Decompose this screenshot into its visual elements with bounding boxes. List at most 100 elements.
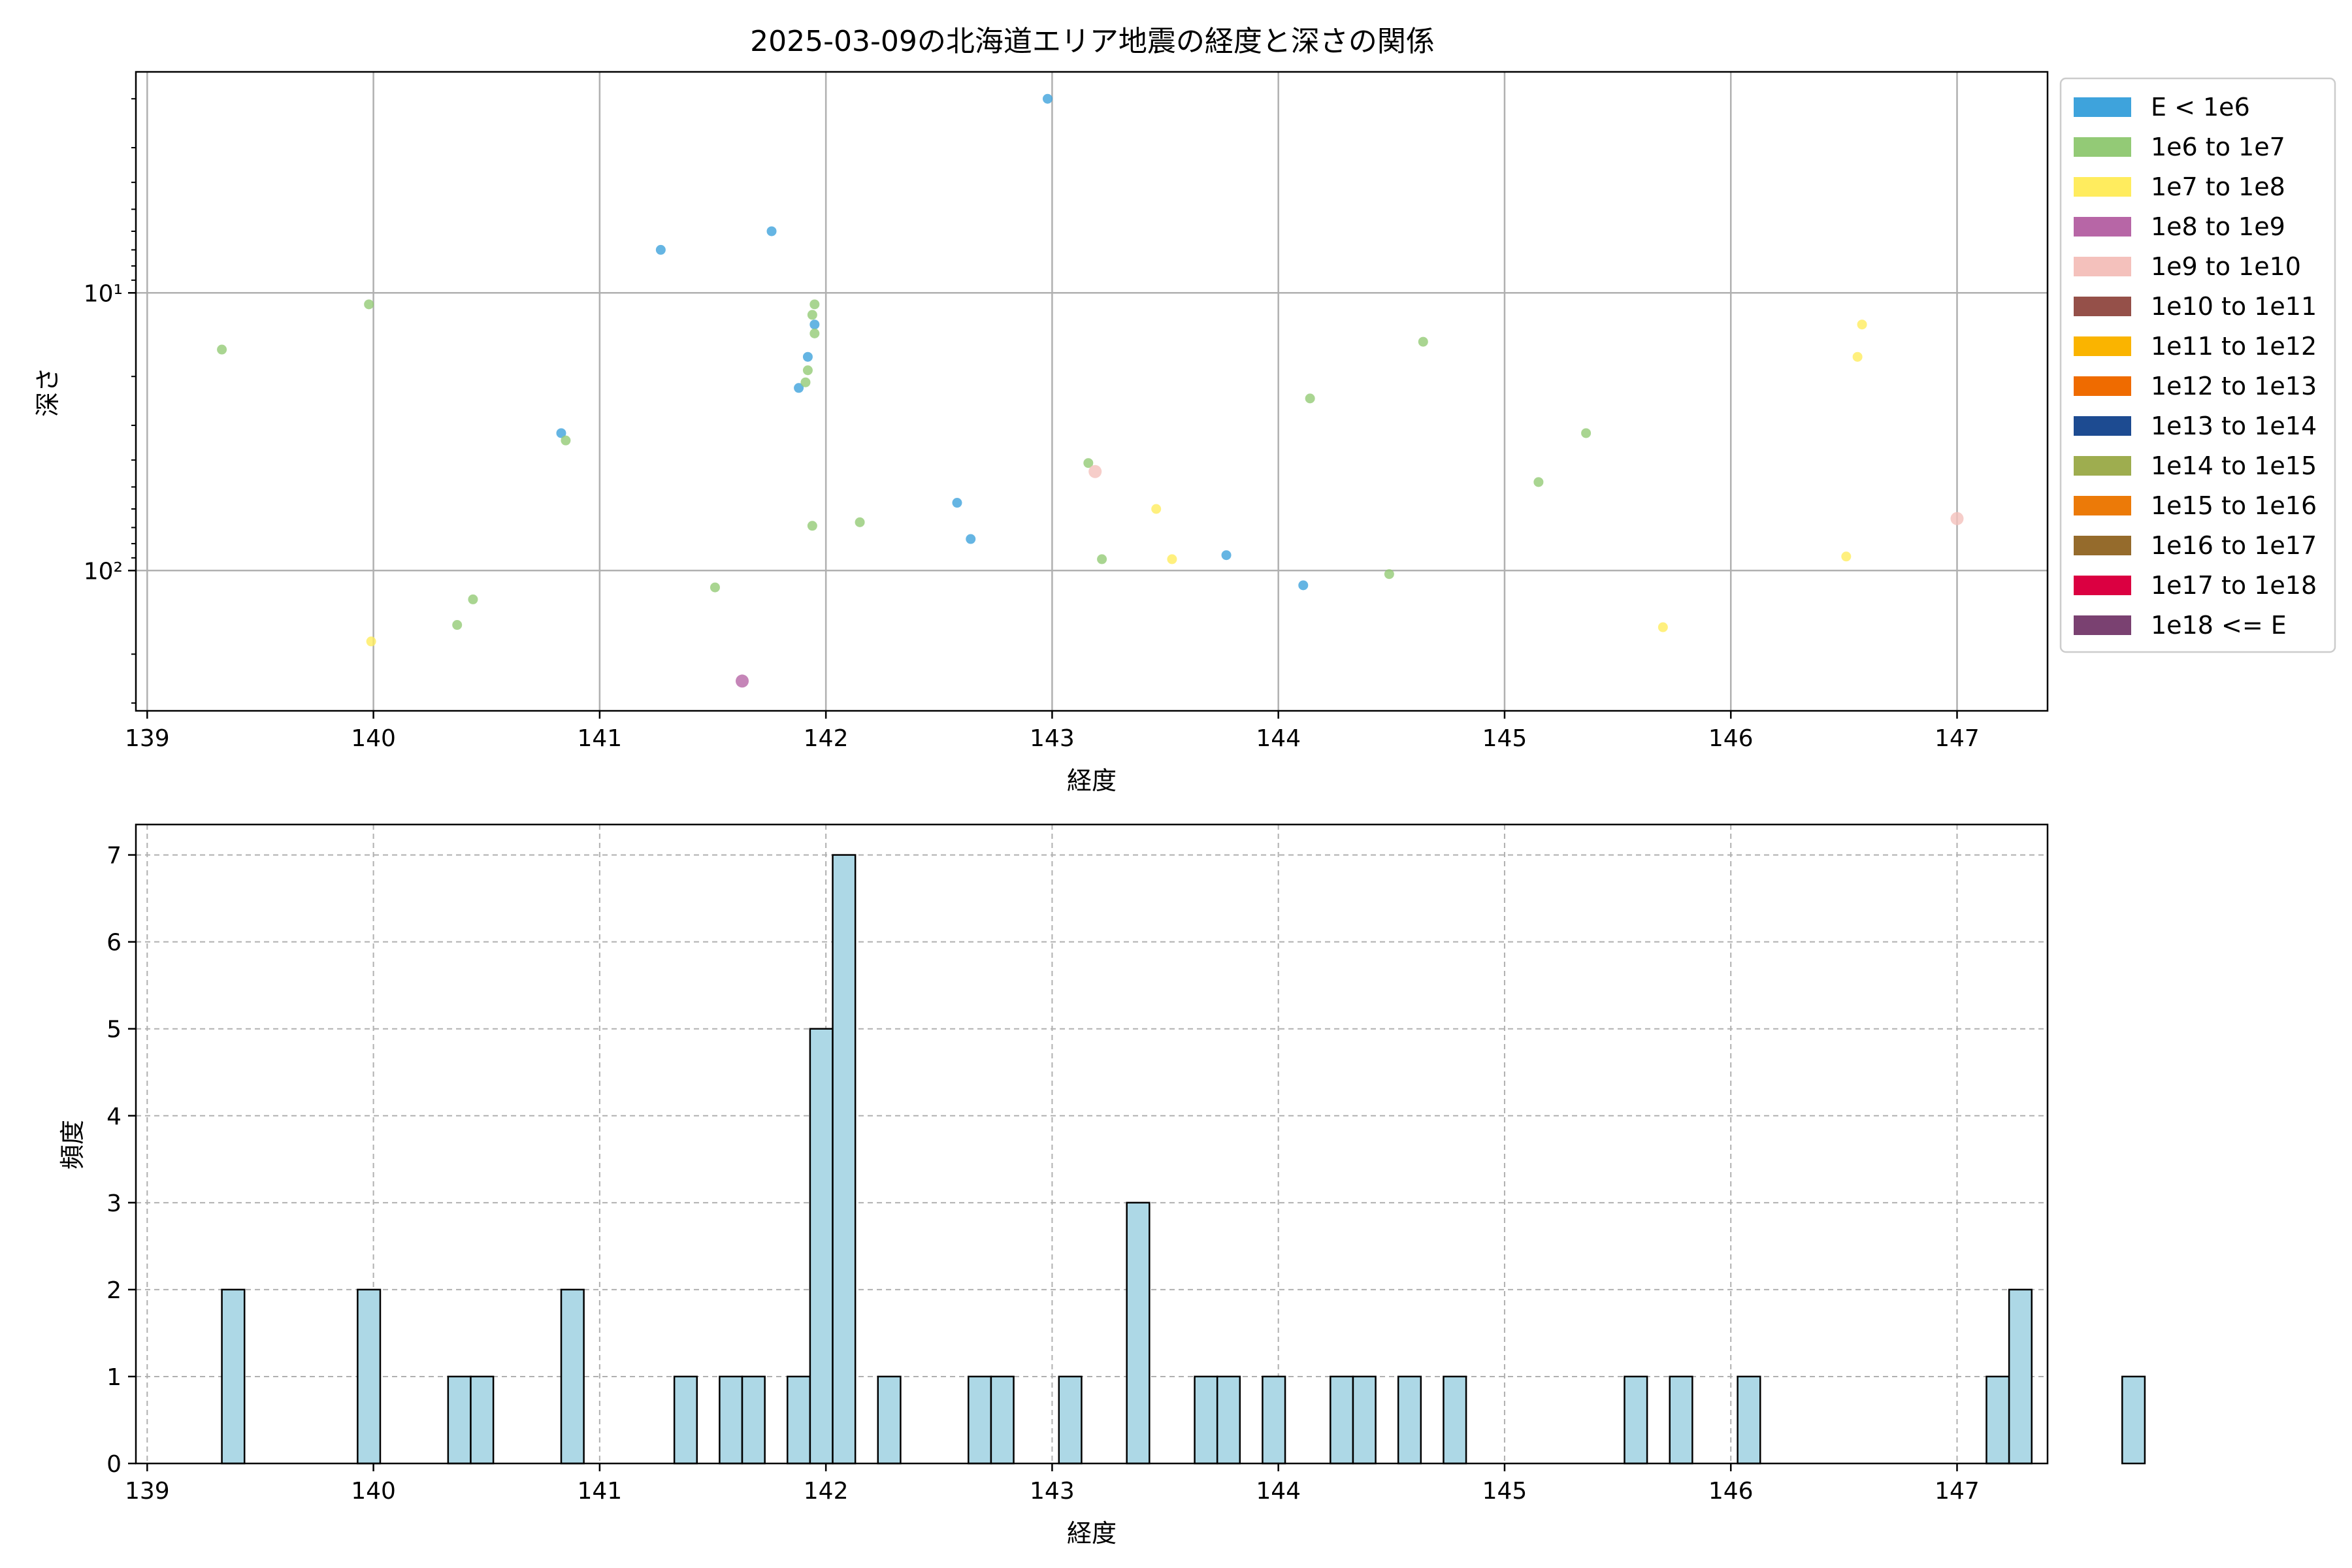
- histogram-bar: [1737, 1375, 1761, 1465]
- histogram-x-tick-label: 145: [1482, 1478, 1527, 1505]
- histogram-bar: [1624, 1375, 1648, 1465]
- histogram-bar: [447, 1375, 472, 1465]
- histogram-x-tick-label: 146: [1708, 1478, 1754, 1505]
- legend-swatch: [2074, 297, 2131, 316]
- legend-label: 1e13 to 1e14: [2151, 412, 2317, 440]
- scatter-x-tick-label: 145: [1482, 725, 1527, 752]
- scatter-point: [1305, 393, 1315, 404]
- scatter-point: [1088, 465, 1102, 478]
- histogram-bar: [1397, 1375, 1422, 1465]
- legend-label: 1e11 to 1e12: [2151, 332, 2317, 361]
- scatter-point: [1151, 504, 1162, 514]
- histogram-x-tick-label: 147: [1935, 1478, 1980, 1505]
- histogram-bar: [1194, 1375, 1218, 1465]
- legend-swatch: [2074, 177, 2131, 197]
- scatter-point: [1221, 550, 1232, 561]
- histogram-bar: [877, 1375, 902, 1465]
- histogram-bar: [1058, 1375, 1083, 1465]
- histogram-x-tick-label: 139: [125, 1478, 170, 1505]
- histogram-x-axis-label: 経度: [1067, 1519, 1117, 1548]
- scatter-point: [710, 582, 720, 593]
- histogram-bar: [1669, 1375, 1693, 1465]
- scatter-point: [1167, 554, 1177, 564]
- scatter-x-axis-label: 経度: [1067, 766, 1117, 795]
- legend-label: 1e14 to 1e15: [2151, 451, 2317, 480]
- scatter-y-tick-label: 10²: [84, 558, 123, 585]
- histogram-y-tick-label: 4: [106, 1103, 122, 1130]
- scatter-point: [468, 594, 478, 604]
- scatter-x-tick-label: 144: [1256, 725, 1301, 752]
- histogram-bar: [673, 1375, 698, 1465]
- scatter-point: [855, 517, 865, 527]
- legend-label: 1e10 to 1e11: [2151, 292, 2317, 321]
- scatter-point: [807, 521, 817, 531]
- scatter-point: [1658, 622, 1668, 632]
- scatter-point: [366, 636, 376, 647]
- histogram-x-tick-label: 143: [1030, 1478, 1075, 1505]
- legend-swatch: [2074, 496, 2131, 515]
- scatter-point: [794, 383, 804, 393]
- histogram-x-tick-label: 140: [351, 1478, 396, 1505]
- scatter-point: [802, 365, 813, 376]
- histogram-bar: [221, 1288, 246, 1465]
- histogram-bar: [741, 1375, 766, 1465]
- histogram-bar: [1443, 1375, 1467, 1465]
- histogram-bar: [560, 1288, 585, 1465]
- scatter-x-tick-label: 142: [804, 725, 849, 752]
- histogram-y-tick-label: 2: [106, 1277, 122, 1304]
- scatter-point: [1083, 458, 1094, 468]
- legend: E < 1e6 1e6 to 1e7 1e7 to 1e8 1e8 to 1e9 1e9…: [2059, 77, 2336, 653]
- scatter-x-ticks: 139 140 141 142 143 144 145 146 147: [125, 711, 1980, 752]
- scatter-point: [364, 299, 374, 310]
- histogram-bars: [221, 854, 2146, 1465]
- histogram-bar: [832, 854, 857, 1465]
- histogram-x-ticks: 139 140 141 142 143 144 145 146 147: [125, 1463, 1980, 1505]
- scatter-y-axis-label: 深さ: [33, 367, 62, 417]
- scatter-point: [809, 319, 820, 330]
- scatter-point: [807, 310, 817, 320]
- histogram-y-ticks: 0 1 2 3 4 5 6 7: [106, 843, 136, 1478]
- scatter-x-tick-label: 139: [125, 725, 170, 752]
- histogram-bar: [357, 1288, 382, 1465]
- scatter-point: [800, 377, 811, 387]
- histogram-bar: [2121, 1375, 2146, 1465]
- scatter-point: [736, 674, 749, 688]
- histogram-bar: [787, 1375, 811, 1465]
- scatter-point: [1042, 93, 1053, 104]
- scatter-y-ticks: 10¹ 10²: [84, 98, 136, 704]
- legend-swatch: [2074, 615, 2131, 635]
- histogram-y-tick-label: 7: [106, 843, 122, 870]
- scatter-point: [809, 299, 820, 310]
- scatter-point: [766, 226, 777, 237]
- histogram-y-tick-label: 3: [106, 1190, 122, 1217]
- legend-label: E < 1e6: [2151, 93, 2250, 122]
- histogram-bar: [1985, 1375, 2010, 1465]
- scatter-x-tick-label: 140: [351, 725, 396, 752]
- histogram-grid: [136, 825, 2048, 1464]
- scatter-point: [556, 428, 566, 438]
- scatter-point: [217, 344, 227, 355]
- scatter-x-tick-label: 141: [577, 725, 622, 752]
- legend-swatch: [2074, 576, 2131, 595]
- scatter-point: [452, 620, 463, 630]
- legend-swatch: [2074, 416, 2131, 436]
- histogram-bar: [470, 1375, 495, 1465]
- legend-frame: [2059, 77, 2336, 653]
- legend-label: 1e12 to 1e13: [2151, 372, 2317, 400]
- legend-label: 1e18 <= E: [2151, 611, 2287, 640]
- scatter-x-tick-label: 146: [1708, 725, 1754, 752]
- scatter-y-tick-label: 10¹: [84, 280, 123, 307]
- histogram-bar: [1216, 1375, 1241, 1465]
- scatter-plot-frame: [135, 71, 2049, 712]
- histogram-y-tick-label: 6: [106, 930, 122, 956]
- scatter-point: [809, 328, 820, 338]
- histogram-x-tick-label: 144: [1256, 1478, 1301, 1505]
- legend-swatch: [2074, 536, 2131, 555]
- scatter-x-tick-label: 147: [1935, 725, 1980, 752]
- legend-label: 1e15 to 1e16: [2151, 491, 2317, 520]
- histogram-plot-frame: [135, 823, 2049, 1465]
- legend-label: 1e7 to 1e8: [2151, 172, 2285, 201]
- scatter-point: [1384, 569, 1394, 580]
- scatter-point: [1852, 351, 1863, 362]
